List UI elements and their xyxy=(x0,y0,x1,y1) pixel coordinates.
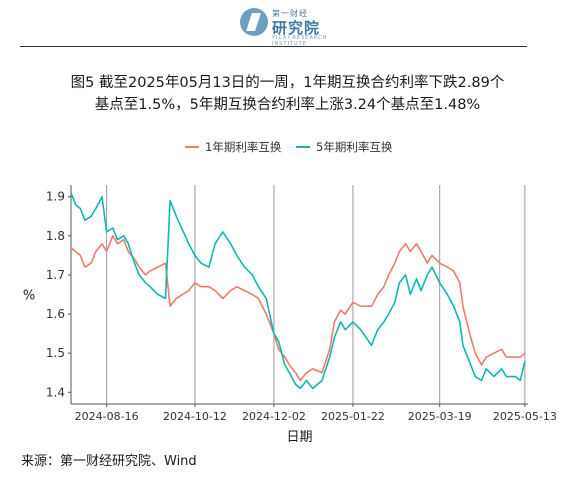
series-line-5y xyxy=(70,192,526,390)
y-tick-label-3: 1.7 xyxy=(46,268,65,282)
logo-main-text: 研究院 xyxy=(272,19,321,37)
logo-top-text: 第一财经 xyxy=(272,9,308,18)
y-tick-label-1: 1.5 xyxy=(46,346,65,360)
x-tick-label-1: 2024-10-12 xyxy=(163,410,227,423)
x-axis-label: 日期 xyxy=(286,430,312,445)
header-rule xyxy=(20,46,527,47)
chart-title-line-2: 基点至1.5%，5年期互换合约利率上涨3.24个基点至1.48% xyxy=(94,97,481,113)
x-tick-label-4: 2025-03-19 xyxy=(408,410,472,423)
x-tick-label-5: 2025-05-13 xyxy=(493,410,557,423)
y-tick-label-2: 1.6 xyxy=(46,307,65,321)
yicai-logo: 第一财经 研究院 YICAI RESEARCH INSTITUTE xyxy=(240,6,340,47)
y-tick-label-0: 1.4 xyxy=(46,385,65,399)
y-tick-label-5: 1.9 xyxy=(46,190,65,204)
legend-label-0: 1年期利率互换 xyxy=(205,140,282,154)
logo-sub-text: YICAI RESEARCH INSTITUTE xyxy=(272,35,328,47)
chart-title-line-1: 图5 截至2025年05月13日的一周，1年期互换合约利率下跌2.89个 xyxy=(70,75,505,91)
y-tick-label-4: 1.8 xyxy=(46,229,65,243)
legend-label-1: 5年期利率互换 xyxy=(316,140,393,154)
x-tick-label-0: 2024-08-16 xyxy=(75,410,139,423)
chart-title: 图5 截至2025年05月13日的一周，1年期互换合约利率下跌2.89个 基点至… xyxy=(0,72,575,116)
x-tick-label-2: 2024-12-02 xyxy=(242,410,306,423)
x-tick-label-3: 2025-01-22 xyxy=(321,410,385,423)
y-axis-label: % xyxy=(23,289,35,304)
logo-mark-icon xyxy=(240,8,268,36)
series-line-1y xyxy=(70,235,526,382)
source-note: 来源：第一财经研究院、Wind xyxy=(21,454,197,469)
